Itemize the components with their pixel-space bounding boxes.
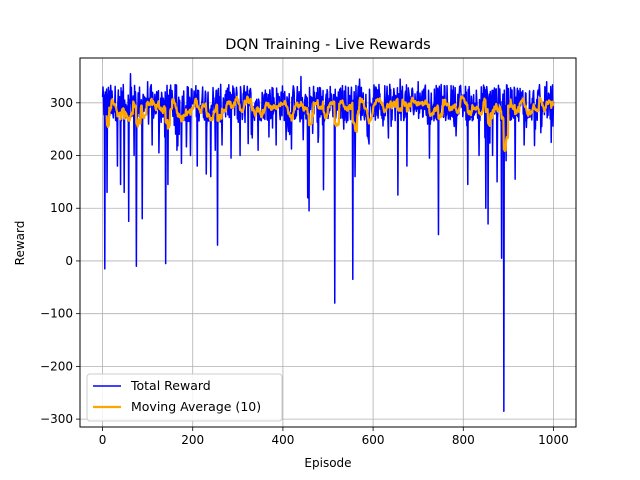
x-tick-label: 800 bbox=[452, 433, 475, 447]
y-tick-label: 300 bbox=[50, 96, 73, 110]
x-axis-ticks: 0 200 400 600 800 1000 bbox=[99, 427, 569, 447]
legend-label-total-reward: Total Reward bbox=[130, 378, 211, 393]
x-tick-label: 600 bbox=[362, 433, 385, 447]
y-axis-title: Reward bbox=[13, 221, 27, 266]
y-tick-label: 0 bbox=[65, 254, 73, 268]
x-tick-label: 200 bbox=[181, 433, 204, 447]
x-tick-label: 0 bbox=[99, 433, 107, 447]
grid-lines bbox=[80, 58, 576, 427]
chart-title: DQN Training - Live Rewards bbox=[225, 37, 430, 53]
series-moving-average-line bbox=[105, 95, 555, 153]
y-tick-label: −200 bbox=[40, 359, 73, 373]
plot-frame bbox=[79, 57, 577, 428]
legend-label-moving-average: Moving Average (10) bbox=[131, 399, 261, 414]
y-tick-label: −100 bbox=[40, 307, 73, 321]
y-tick-label: −300 bbox=[40, 412, 73, 426]
x-tick-label: 400 bbox=[271, 433, 294, 447]
x-axis-title: Episode bbox=[304, 456, 351, 470]
x-tick-label: 1000 bbox=[538, 433, 569, 447]
y-axis-ticks: −300 −200 −100 0 100 200 300 bbox=[40, 96, 80, 426]
series-total-reward-line bbox=[101, 73, 555, 412]
legend-box bbox=[86, 373, 283, 422]
plot-area bbox=[101, 73, 555, 412]
y-tick-label: 200 bbox=[50, 149, 73, 163]
legend: Total Reward Moving Average (10) bbox=[86, 373, 283, 422]
y-tick-label: 100 bbox=[50, 201, 73, 215]
